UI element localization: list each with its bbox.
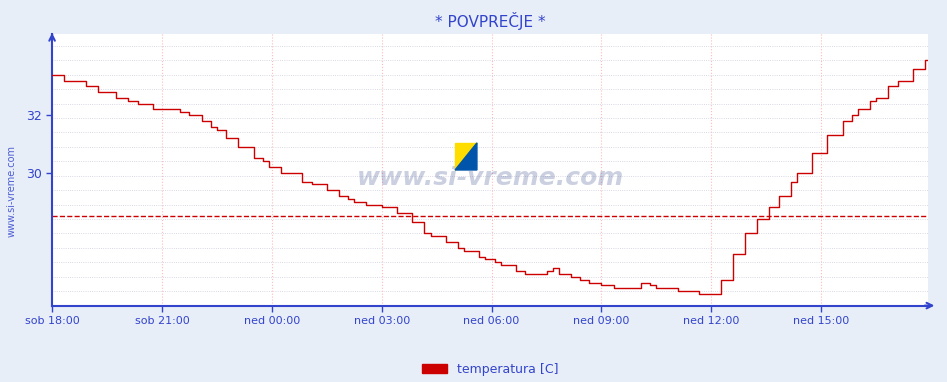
- Legend: temperatura [C]: temperatura [C]: [417, 358, 563, 381]
- Text: www.si-vreme.com: www.si-vreme.com: [7, 145, 16, 237]
- Text: www.si-vreme.com: www.si-vreme.com: [356, 166, 624, 190]
- Polygon shape: [455, 143, 477, 170]
- Polygon shape: [455, 143, 477, 170]
- Title: * POVPREČJE *: * POVPREČJE *: [435, 13, 545, 31]
